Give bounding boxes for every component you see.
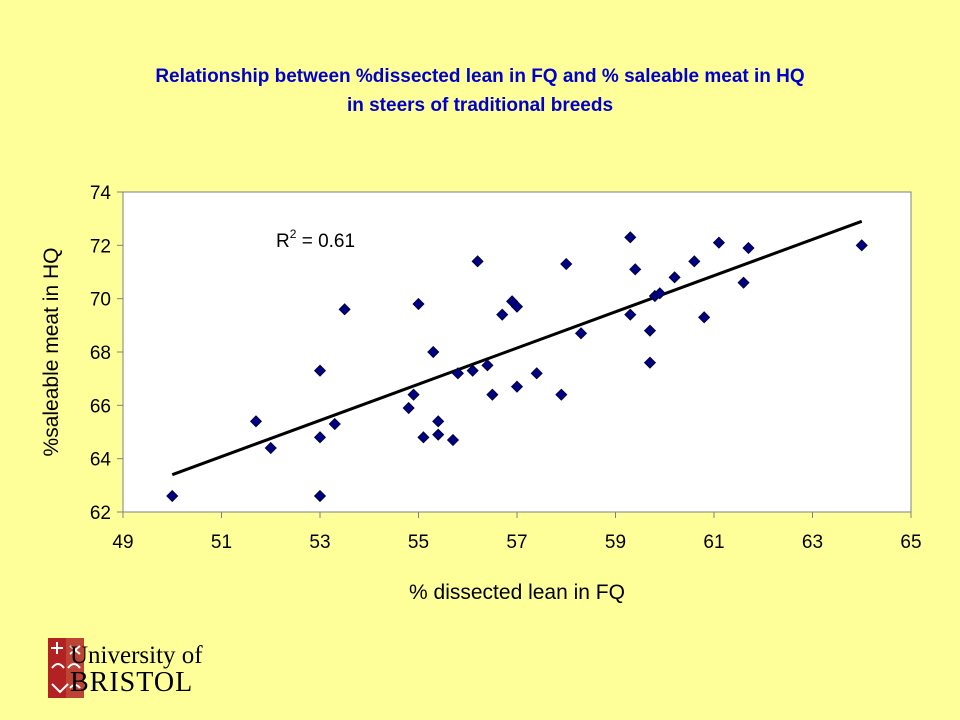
data-point xyxy=(486,388,499,401)
chart-title-line1: Relationship between %dissected lean in … xyxy=(155,66,805,87)
data-point xyxy=(530,367,543,380)
data-point xyxy=(560,257,573,271)
data-point xyxy=(510,380,524,393)
x-tick-label: 59 xyxy=(605,532,626,553)
data-point xyxy=(574,327,588,340)
x-tick-label: 65 xyxy=(900,532,921,553)
crest-icon xyxy=(48,638,66,698)
data-point xyxy=(338,303,351,316)
plot-area xyxy=(122,191,912,513)
r-squared-r: R xyxy=(276,231,290,252)
x-axis-label: % dissected lean in FQ xyxy=(409,581,625,604)
chart-title: Relationship between %dissected lean in … xyxy=(0,62,960,120)
logo-line2: BRISTOL xyxy=(70,667,194,698)
data-point xyxy=(451,367,464,380)
trendline-group xyxy=(171,219,863,477)
data-point xyxy=(471,255,484,268)
data-point xyxy=(855,239,868,252)
data-point xyxy=(737,276,750,289)
data-point xyxy=(466,364,479,377)
trendline xyxy=(171,219,863,477)
data-point xyxy=(432,415,445,428)
data-point xyxy=(166,489,179,503)
data-points xyxy=(166,231,868,503)
university-name: University of BRISTOL xyxy=(70,642,203,698)
x-tick-label: 61 xyxy=(703,532,724,553)
r-squared-value: = 0.61 xyxy=(296,231,355,252)
data-point xyxy=(698,311,711,324)
data-point xyxy=(407,388,420,401)
data-point xyxy=(328,417,341,431)
data-point xyxy=(653,287,666,300)
data-point xyxy=(446,433,460,447)
data-point xyxy=(643,324,657,337)
x-tick-label: 51 xyxy=(211,532,232,553)
y-axis-label: %saleable meat in HQ xyxy=(40,248,63,457)
data-point xyxy=(668,271,681,284)
data-point xyxy=(412,297,425,311)
x-tick-label: 55 xyxy=(408,532,429,553)
data-point xyxy=(427,345,440,359)
r-squared-sup: 2 xyxy=(290,227,297,241)
y-tick-label: 74 xyxy=(90,183,112,204)
logo-line1: University of xyxy=(70,642,203,669)
university-logo xyxy=(48,638,84,698)
data-point xyxy=(555,388,568,401)
y-tick-label: 62 xyxy=(90,503,111,524)
x-tick-label: 49 xyxy=(112,532,133,553)
x-tick-label: 57 xyxy=(506,532,527,553)
x-tick-label: 53 xyxy=(309,532,330,553)
data-point xyxy=(264,441,277,455)
data-point xyxy=(313,364,327,377)
data-point xyxy=(510,300,524,313)
data-point xyxy=(313,431,327,444)
y-tick-label: 72 xyxy=(90,236,111,257)
data-point xyxy=(624,231,637,244)
data-point xyxy=(432,428,445,441)
y-tick-label: 64 xyxy=(90,450,112,471)
data-point xyxy=(249,415,263,428)
data-point xyxy=(712,236,725,249)
y-tick-label: 68 xyxy=(90,343,111,364)
data-point xyxy=(688,255,701,268)
axes: 49 51 53 55 57 59 61 63 65 62 64 66 68 70 72 74 xyxy=(90,183,922,553)
data-point xyxy=(643,356,657,369)
data-point xyxy=(742,241,755,255)
chart-title-line2: in steers of traditional breeds xyxy=(346,95,614,116)
data-point xyxy=(417,431,430,444)
data-point xyxy=(629,263,642,276)
data-point xyxy=(481,359,494,372)
data-point xyxy=(624,308,637,321)
data-point xyxy=(402,401,415,415)
data-point xyxy=(313,489,327,503)
y-tick-label: 66 xyxy=(90,396,111,417)
y-tick-label: 70 xyxy=(90,290,111,311)
x-tick-label: 63 xyxy=(802,532,823,553)
data-point xyxy=(496,308,509,321)
r-squared-annotation: R2 = 0.61 xyxy=(276,227,355,252)
